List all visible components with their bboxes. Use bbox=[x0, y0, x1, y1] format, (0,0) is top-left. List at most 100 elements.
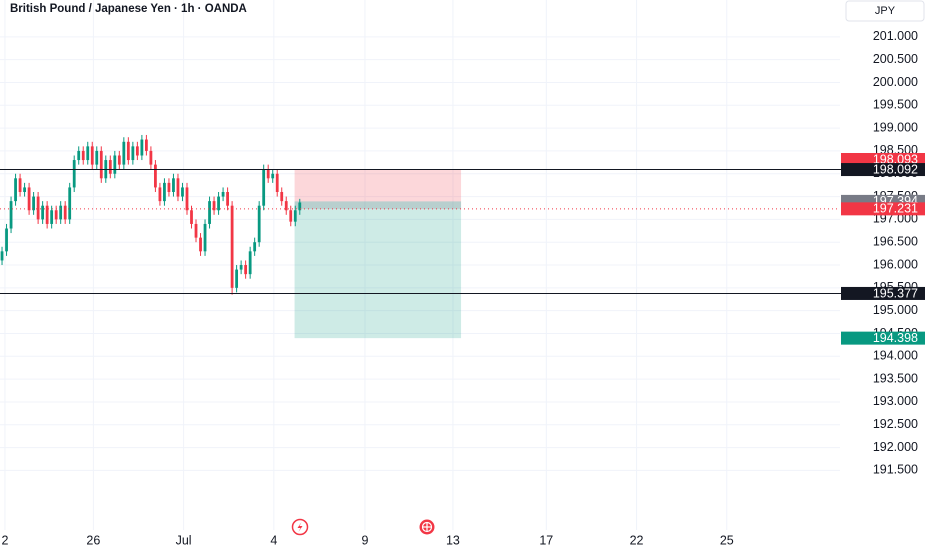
candle-body bbox=[226, 192, 229, 206]
y-tick-label: 199.500 bbox=[873, 98, 918, 112]
x-tick-label: 22 bbox=[630, 533, 644, 547]
candle-body bbox=[280, 192, 284, 202]
target-zone bbox=[294, 201, 462, 339]
candle-body bbox=[230, 205, 234, 288]
candle-body bbox=[14, 178, 17, 202]
y-tick-label: 193.000 bbox=[873, 394, 918, 408]
candle-body bbox=[284, 201, 288, 211]
y-tick-label: 191.500 bbox=[873, 463, 918, 477]
candle-body bbox=[262, 169, 266, 206]
x-tick-label: 9 bbox=[361, 533, 368, 547]
candle-body bbox=[108, 160, 112, 174]
x-tick-label: Jul bbox=[176, 533, 192, 547]
chart-title: British Pound / Japanese Yen · 1h · OAND… bbox=[10, 3, 247, 15]
y-tick-label: 194.000 bbox=[873, 349, 918, 363]
candle-body bbox=[131, 146, 135, 161]
candle-body bbox=[81, 150, 85, 161]
currency[interactable]: JPY bbox=[875, 5, 896, 17]
candle-body bbox=[59, 205, 63, 220]
candle-body bbox=[244, 265, 248, 275]
candle-body bbox=[99, 150, 103, 179]
candle-body bbox=[135, 146, 139, 156]
candle-body bbox=[248, 251, 252, 275]
candle-body bbox=[27, 187, 31, 211]
candle-body bbox=[172, 178, 175, 193]
y-tick-label: 196.500 bbox=[873, 235, 918, 249]
entry-band bbox=[294, 201, 462, 209]
price-label-box bbox=[841, 163, 925, 177]
y-tick-label: 196.000 bbox=[873, 257, 918, 271]
candle-body bbox=[72, 160, 76, 188]
price-label-box bbox=[841, 286, 925, 300]
candle-body bbox=[158, 187, 162, 202]
x-tick-label: 2 bbox=[1, 533, 8, 547]
candle-body bbox=[0, 251, 4, 261]
candle-body bbox=[235, 269, 239, 288]
candle-body bbox=[45, 205, 49, 224]
y-tick-label: 192.000 bbox=[873, 440, 918, 454]
candle-body bbox=[32, 196, 36, 211]
candle-body bbox=[95, 150, 99, 165]
candle-body bbox=[113, 155, 117, 174]
candle-body bbox=[77, 150, 81, 161]
x-tick-label: 13 bbox=[446, 533, 460, 547]
candle-body bbox=[298, 202, 302, 211]
y-tick-label: 201.000 bbox=[873, 29, 918, 43]
candle-body bbox=[221, 192, 225, 197]
candle-body bbox=[167, 182, 171, 193]
currency-box[interactable] bbox=[845, 0, 925, 22]
candle-body bbox=[149, 150, 153, 165]
candle-body bbox=[140, 139, 144, 156]
candle-body bbox=[23, 187, 26, 193]
y-tick-label: 199.000 bbox=[873, 120, 918, 134]
y-tick-label: 200.500 bbox=[873, 52, 918, 66]
candle-body bbox=[266, 169, 270, 179]
stop-zone bbox=[294, 169, 462, 202]
candle-body bbox=[36, 196, 40, 220]
y-tick-label: 195.000 bbox=[873, 303, 918, 317]
candle-body bbox=[271, 173, 275, 179]
candle-body bbox=[54, 210, 58, 220]
y-tick-label: 200.000 bbox=[873, 75, 918, 89]
candle-body bbox=[185, 187, 189, 211]
price-label: 195.377 bbox=[873, 286, 918, 300]
x-tick-label: 4 bbox=[270, 533, 277, 547]
event-icon[interactable] bbox=[419, 519, 435, 535]
candle-body bbox=[257, 205, 261, 243]
candle-body bbox=[190, 210, 193, 224]
price-label-box bbox=[841, 153, 925, 167]
candle-body bbox=[41, 205, 45, 220]
price-label-box bbox=[841, 202, 925, 216]
candle-body bbox=[5, 228, 8, 252]
candle-body bbox=[208, 201, 211, 224]
candle-body bbox=[275, 173, 279, 193]
candle-body bbox=[199, 237, 202, 252]
candle-body bbox=[203, 223, 207, 252]
candle-body bbox=[181, 187, 184, 197]
candle-body bbox=[122, 141, 126, 165]
candle-body bbox=[9, 201, 13, 229]
price-label: 198.093 bbox=[873, 152, 918, 166]
candle-body bbox=[50, 210, 54, 224]
candle-body bbox=[163, 182, 166, 202]
price-label: 198.092 bbox=[873, 162, 918, 176]
candle-body bbox=[117, 155, 121, 165]
price-label: 197.231 bbox=[873, 202, 918, 216]
event-icon[interactable] bbox=[291, 518, 309, 536]
candle-body bbox=[144, 139, 148, 151]
candle-body bbox=[253, 242, 257, 252]
candle-body bbox=[239, 265, 243, 270]
candle-body bbox=[212, 201, 216, 211]
candle-body bbox=[194, 223, 198, 238]
y-tick-label: 192.500 bbox=[873, 417, 918, 431]
x-tick-label: 26 bbox=[86, 533, 100, 547]
price-label-box bbox=[841, 331, 925, 345]
candle-body bbox=[293, 210, 297, 222]
candle-body bbox=[217, 196, 220, 211]
candle-body bbox=[176, 178, 180, 197]
candle-body bbox=[289, 210, 293, 222]
candle-body bbox=[18, 178, 22, 193]
candle-body bbox=[154, 164, 157, 188]
